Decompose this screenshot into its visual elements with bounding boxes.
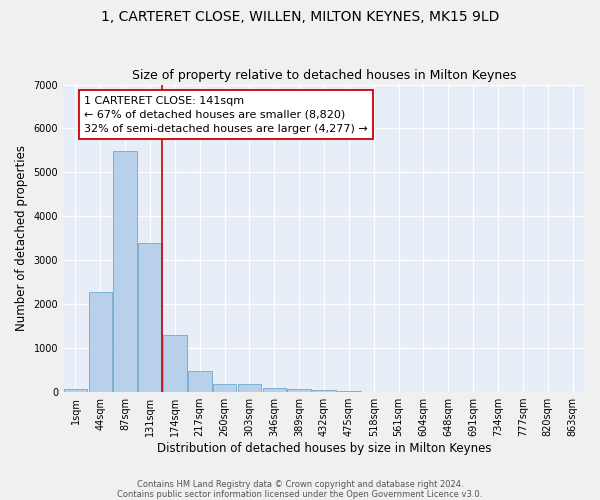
- Title: Size of property relative to detached houses in Milton Keynes: Size of property relative to detached ho…: [132, 69, 516, 82]
- X-axis label: Distribution of detached houses by size in Milton Keynes: Distribution of detached houses by size …: [157, 442, 491, 455]
- Bar: [188, 371, 212, 392]
- Text: 1 CARTERET CLOSE: 141sqm
← 67% of detached houses are smaller (8,820)
32% of sem: 1 CARTERET CLOSE: 141sqm ← 67% of detach…: [84, 96, 368, 134]
- Bar: [64, 388, 87, 392]
- Bar: [337, 391, 361, 392]
- Bar: [163, 335, 187, 392]
- Bar: [138, 242, 162, 392]
- Bar: [263, 388, 286, 392]
- Text: 1, CARTERET CLOSE, WILLEN, MILTON KEYNES, MK15 9LD: 1, CARTERET CLOSE, WILLEN, MILTON KEYNES…: [101, 10, 499, 24]
- Bar: [238, 384, 261, 392]
- Bar: [213, 384, 236, 392]
- Bar: [113, 152, 137, 392]
- Text: Contains HM Land Registry data © Crown copyright and database right 2024.
Contai: Contains HM Land Registry data © Crown c…: [118, 480, 482, 499]
- Bar: [312, 390, 336, 392]
- Bar: [287, 390, 311, 392]
- Y-axis label: Number of detached properties: Number of detached properties: [15, 146, 28, 332]
- Bar: [89, 292, 112, 392]
